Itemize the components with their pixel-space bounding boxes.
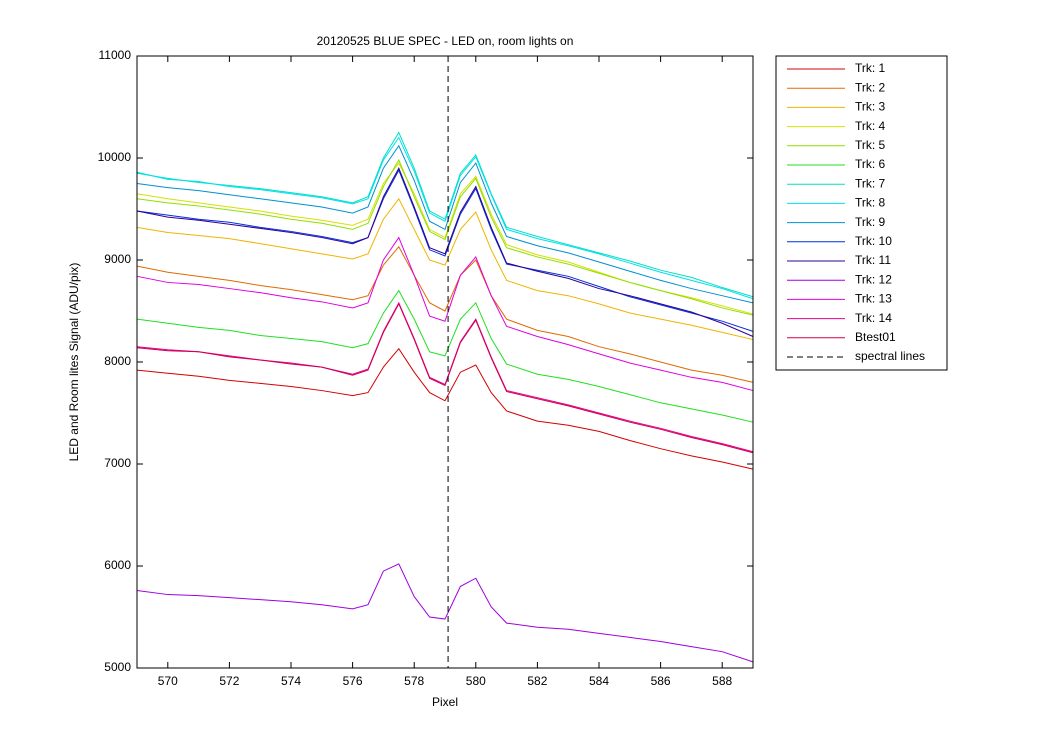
y-tick-label: 8000 bbox=[104, 354, 131, 368]
plot-frame bbox=[136, 55, 754, 669]
plot-area bbox=[137, 56, 753, 668]
y-tick-label: 9000 bbox=[104, 252, 131, 266]
series-line bbox=[136, 236, 754, 392]
legend-label: Trk: 1 bbox=[855, 61, 886, 75]
legend-box bbox=[775, 55, 948, 371]
series-line bbox=[136, 144, 754, 304]
legend-label: Trk: 12 bbox=[855, 272, 892, 286]
y-tick-label: 11000 bbox=[99, 48, 132, 62]
legend-label: Trk: 4 bbox=[855, 119, 886, 133]
legend-label: Trk: 2 bbox=[855, 80, 886, 94]
x-tick-label: 578 bbox=[404, 674, 424, 688]
legend-label: Trk: 11 bbox=[855, 253, 891, 267]
x-tick-label: 580 bbox=[466, 674, 486, 688]
legend-label: Btest01 bbox=[855, 330, 896, 344]
legend-label: Trk: 5 bbox=[855, 138, 886, 152]
series-line bbox=[136, 245, 754, 383]
series-line bbox=[136, 167, 754, 337]
series-line bbox=[136, 158, 754, 316]
x-tick-label: 574 bbox=[281, 674, 301, 688]
y-tick-label: 7000 bbox=[104, 456, 131, 470]
legend-label: Trk: 6 bbox=[855, 157, 886, 171]
x-tick-label: 582 bbox=[527, 674, 547, 688]
series-line bbox=[136, 197, 754, 341]
y-tick-label: 5000 bbox=[104, 660, 131, 674]
y-tick-label: 10000 bbox=[98, 150, 132, 164]
y-axis-label: LED and Room lites Signal (ADU/pix) bbox=[67, 263, 81, 462]
series-line bbox=[136, 136, 754, 300]
series-line bbox=[136, 289, 754, 423]
legend-label: Trk: 8 bbox=[855, 196, 886, 210]
legend-label: spectral lines bbox=[855, 349, 925, 363]
x-axis-label: Pixel bbox=[432, 695, 458, 709]
x-tick-label: 586 bbox=[651, 674, 671, 688]
legend-label: Trk: 10 bbox=[855, 234, 892, 248]
series-line bbox=[136, 563, 754, 663]
legend-label: Trk: 7 bbox=[855, 176, 886, 190]
legend-label: Trk: 9 bbox=[855, 215, 886, 229]
legend-label: Trk: 13 bbox=[855, 292, 892, 306]
series-line bbox=[136, 302, 754, 454]
legend-label: Trk: 3 bbox=[855, 100, 886, 114]
series-line bbox=[136, 347, 754, 470]
x-tick-label: 588 bbox=[712, 674, 732, 688]
x-tick-label: 572 bbox=[219, 674, 239, 688]
chart-title: 20120525 BLUE SPEC - LED on, room lights… bbox=[317, 34, 574, 48]
series-line bbox=[136, 131, 754, 298]
x-tick-label: 570 bbox=[158, 674, 178, 688]
x-tick-label: 584 bbox=[589, 674, 609, 688]
x-tick-label: 576 bbox=[343, 674, 363, 688]
y-tick-label: 6000 bbox=[104, 558, 131, 572]
legend-label: Trk: 14 bbox=[855, 311, 892, 325]
